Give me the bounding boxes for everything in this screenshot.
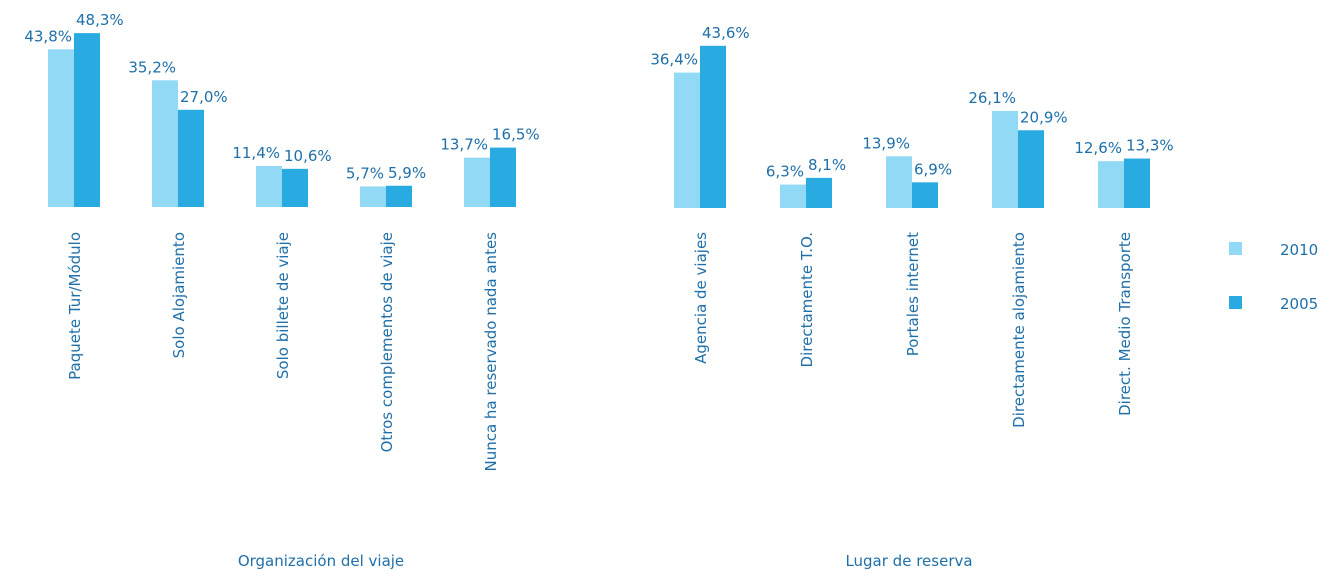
bar: [1018, 130, 1044, 208]
value-label: 48,3%: [76, 11, 124, 29]
value-label: 20,9%: [1020, 108, 1068, 126]
bar: [256, 165, 282, 207]
bar: [912, 182, 938, 208]
x-tick-label: Nunca ha reservado nada antes: [482, 232, 500, 472]
x-axis-title: Organización del viaje: [238, 552, 404, 570]
value-label: 12,6%: [1074, 139, 1122, 157]
x-tick-label: Direct. Medio Transporte: [1116, 232, 1134, 416]
value-label: 43,8%: [24, 27, 72, 45]
bar: [178, 109, 204, 207]
x-tick-label: Directamente alojamiento: [1010, 232, 1028, 428]
bar: [1098, 161, 1124, 208]
bar: [74, 33, 100, 208]
value-label: 36,4%: [650, 51, 698, 69]
value-label: 5,7%: [346, 164, 384, 182]
value-label: 13,7%: [440, 136, 488, 154]
x-tick-label: Otros complementos de viaje: [378, 232, 396, 452]
x-tick-label: Solo billete de viaje: [274, 232, 292, 379]
x-tick-label: Agencia de viajes: [692, 232, 710, 364]
bar: [1124, 158, 1150, 208]
bar: [152, 80, 178, 207]
x-tick-label: Paquete Tur/Módulo: [66, 232, 84, 380]
value-label: 11,4%: [232, 144, 280, 162]
x-tick-label: Directamente T.O.: [798, 232, 816, 367]
value-label: 5,9%: [388, 164, 426, 182]
legend-label: 2010: [1280, 241, 1318, 259]
value-label: 10,6%: [284, 147, 332, 165]
bar: [386, 185, 412, 207]
value-label: 27,0%: [180, 88, 228, 106]
bar: [282, 168, 308, 207]
bar: [780, 184, 806, 208]
bar: [360, 186, 386, 207]
legend-label: 2005: [1280, 295, 1318, 313]
bar: [806, 177, 832, 208]
bar: [674, 72, 700, 208]
legend-swatch: [1229, 242, 1242, 255]
bar: [886, 156, 912, 208]
x-tick-label: Solo Alojamiento: [170, 232, 188, 358]
value-label: 13,9%: [862, 134, 910, 152]
x-axis-title: Lugar de reserva: [845, 552, 972, 570]
bar: [464, 157, 490, 207]
value-label: 16,5%: [492, 126, 540, 144]
bar: [700, 45, 726, 208]
bar: [490, 147, 516, 207]
bar: [48, 49, 74, 207]
value-label: 26,1%: [968, 89, 1016, 107]
value-label: 43,6%: [702, 24, 750, 42]
value-label: 35,2%: [128, 58, 176, 76]
x-tick-label: Portales internet: [904, 232, 922, 356]
bar: [992, 110, 1018, 208]
value-label: 6,3%: [766, 163, 804, 181]
value-label: 13,3%: [1126, 137, 1174, 155]
value-label: 6,9%: [914, 160, 952, 178]
value-label: 8,1%: [808, 156, 846, 174]
legend-swatch: [1229, 296, 1242, 309]
